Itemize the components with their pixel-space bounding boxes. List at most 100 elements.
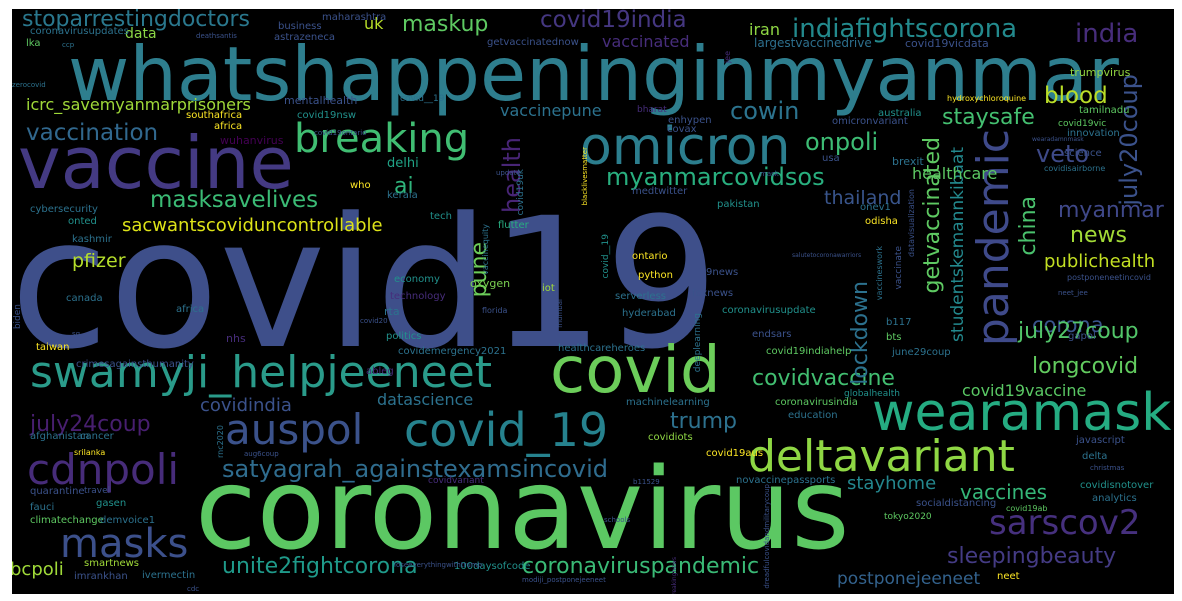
word-innovation: innovation bbox=[1067, 128, 1120, 139]
word-jee: bharat bbox=[637, 105, 667, 115]
word-rta: africa bbox=[176, 304, 205, 315]
word-covid19vic: tokyo2020 bbox=[884, 512, 932, 522]
word-deeplearning: covid__19 bbox=[601, 234, 611, 279]
word-blacklivesmatter: covid19ontario bbox=[314, 129, 367, 137]
word-datascience: datascience bbox=[377, 390, 474, 409]
word-coronavirusupdate: foxnews bbox=[692, 288, 734, 299]
word-datavisualization: vaccineswork bbox=[875, 246, 884, 301]
word-getvaccinatednow: neet bbox=[997, 571, 1020, 582]
word-delhi: delhi bbox=[387, 156, 419, 171]
word-vaccine: vaccine bbox=[18, 121, 294, 205]
word-mumbai: rnc2020 bbox=[216, 425, 225, 458]
word-uk: uk bbox=[364, 14, 384, 33]
word-july24coup: july24coup bbox=[30, 412, 151, 437]
word-kerala: kerala bbox=[387, 190, 418, 201]
word-mentalhealth: mentalhealth bbox=[284, 94, 358, 107]
word-onpoli: onpoli bbox=[805, 128, 879, 156]
word-coronavirusindia: machinelearning bbox=[626, 397, 710, 408]
word-covid19vaccine: covid19vaccine bbox=[962, 381, 1087, 400]
word-science: science bbox=[1064, 148, 1102, 159]
word-bts: b117 bbox=[886, 317, 912, 328]
word-update: blacklivesmatter bbox=[581, 147, 589, 206]
word-python: python bbox=[638, 270, 673, 281]
word-serverless: rta bbox=[384, 305, 400, 318]
word-ccp: lka bbox=[26, 38, 41, 49]
word-maskup: maskup bbox=[402, 12, 489, 37]
word-canada: canada bbox=[66, 293, 103, 304]
word-icrc: icrc_savemyanmarprisoners bbox=[26, 95, 251, 114]
word-corona: corona bbox=[1032, 313, 1104, 337]
word-covid__19-small: sg bbox=[72, 330, 81, 338]
word-staysafe: staysafe bbox=[942, 105, 1035, 130]
word-covid19indiahelp: healthcareheroes bbox=[558, 343, 646, 354]
word-economy: economy bbox=[394, 274, 440, 285]
word-covid__19: covid19vic bbox=[1058, 119, 1107, 129]
word-kashmir: kashmir bbox=[72, 234, 112, 245]
word-enhypen: enhypen bbox=[668, 115, 712, 126]
word-covid: covid bbox=[550, 334, 721, 408]
word-breaking: breaking bbox=[294, 116, 470, 162]
word-aug6coup: christmas bbox=[1090, 464, 1125, 472]
word-veto: veto bbox=[1036, 140, 1090, 168]
word-myanmarcovidsos: myanmarcovidsos bbox=[606, 163, 825, 191]
word-taiwan: gapol bbox=[1068, 331, 1096, 342]
word-covidisairborne: postponeneetincovid bbox=[1067, 273, 1151, 282]
word-delta: covid19aus bbox=[706, 448, 764, 459]
word-trump: trump bbox=[670, 409, 738, 434]
word-pfizer: pfizer bbox=[72, 250, 126, 272]
word-cowin: cowin bbox=[730, 97, 800, 125]
word-covid19nsw: covid19nsw bbox=[297, 110, 357, 121]
word-ableg: crimesagainsthumanity bbox=[76, 359, 194, 370]
word-socialdistancing: gasen bbox=[96, 498, 127, 509]
word-usa: usa bbox=[822, 153, 840, 164]
word-vaccineswork: vaccinate bbox=[894, 246, 904, 290]
word-demvoice1: climatechange bbox=[30, 515, 104, 526]
word-covidemergency2021: taiwan bbox=[36, 342, 70, 353]
word-climatechange: covid19ab bbox=[1006, 504, 1048, 513]
word-odisha: odisha bbox=[865, 216, 898, 227]
word-cancer: afghanistan bbox=[30, 431, 90, 442]
word-covax: covax bbox=[667, 124, 697, 135]
word-astrazeneca: business bbox=[278, 21, 322, 32]
word-b117: hyderabad bbox=[622, 308, 676, 319]
word-machinelearning: ableg bbox=[366, 366, 394, 377]
word-whatshappeninginmyanmar: whatshappeninginmyanmar bbox=[68, 30, 1119, 118]
word-education: coronavirusindia bbox=[775, 397, 858, 408]
word-news: news bbox=[1070, 223, 1127, 248]
word-cdc: update bbox=[496, 169, 521, 177]
word-postponejeeneet: postponejeeneet bbox=[837, 569, 981, 589]
word-schools: loseeverythingwithtrump bbox=[394, 561, 483, 569]
word-covid19ab: socialdistancing bbox=[916, 498, 997, 509]
word-maharashtra: getvaccinatednow bbox=[487, 37, 579, 48]
word-iran: iran bbox=[749, 20, 780, 39]
word-bcpoli: bcpoli bbox=[12, 559, 64, 580]
word-oxygen: oxygen bbox=[470, 277, 511, 290]
word-masks: masks bbox=[60, 521, 189, 567]
word-china: china bbox=[1016, 196, 1041, 256]
word-nhs: endsars bbox=[752, 329, 792, 340]
word-data: data bbox=[125, 26, 157, 42]
word-tech: tech bbox=[430, 211, 452, 222]
word-modiji: cdc bbox=[187, 585, 200, 593]
word-brexit: brexit bbox=[892, 155, 924, 168]
word-deathsantis: ccp bbox=[62, 41, 75, 49]
word-neet_jee: june29coup bbox=[892, 347, 951, 358]
word-cloud-canvas: covid19 coronavirus whatshappeninginmyan… bbox=[12, 9, 1174, 594]
word-trumpvirus: trumpvirus bbox=[1070, 66, 1131, 79]
word-july27coup: july27coup bbox=[1018, 319, 1139, 344]
word-travel: quarantine bbox=[30, 486, 85, 497]
word-ontario: ontario bbox=[632, 251, 668, 262]
word-analytics: covidisnotover bbox=[1080, 480, 1154, 491]
word-coronavirusupdates: astrazeneca bbox=[274, 32, 336, 43]
word-lka: coronavirusupdates bbox=[30, 26, 129, 37]
word-florida: technology bbox=[390, 291, 446, 302]
word-ai: ai bbox=[394, 174, 414, 199]
word-wearadamnmask: dreadfulcovidandmilitarycoup bbox=[763, 484, 771, 589]
word-sarscov2: sarscov2 bbox=[989, 503, 1141, 543]
word-christmas: covid20 bbox=[360, 317, 388, 325]
word-vaccination: vaccination bbox=[26, 120, 159, 146]
word-sg: salutetocoronawarriors bbox=[792, 252, 862, 259]
word-javascript: education bbox=[788, 410, 838, 421]
word-covid19aus: covidiots bbox=[648, 432, 693, 443]
word-wearamask: wearamask bbox=[872, 383, 1172, 443]
